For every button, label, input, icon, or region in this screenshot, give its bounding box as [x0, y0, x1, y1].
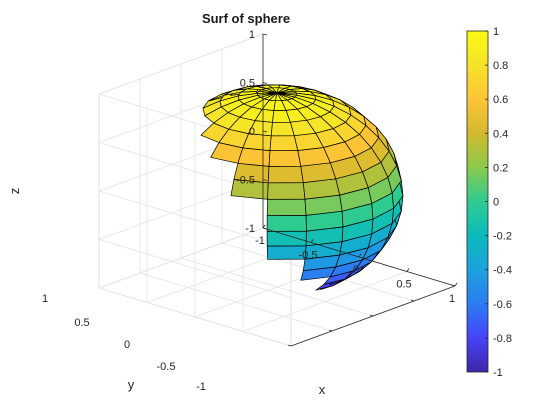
y-axis-label: y [128, 377, 135, 392]
x-tick-label: -0.5 [299, 250, 318, 262]
z-axis-label: z [7, 188, 22, 195]
x-tick-mark [406, 268, 410, 272]
colorbar-tick-label: 0.8 [493, 60, 508, 72]
x-tick-label: 1 [449, 293, 455, 305]
surface-patch [266, 230, 307, 247]
x-tick-mark [454, 282, 458, 287]
colorbar-tick-label: 0.6 [493, 94, 508, 106]
x-tick-label: 0 [353, 264, 359, 276]
y-tick-label: -0.5 [157, 361, 176, 373]
colorbar-tick-label: 0.4 [493, 128, 508, 140]
grid-line [242, 271, 408, 332]
y-tick-mark [451, 284, 456, 287]
z-tick-mark [262, 227, 268, 230]
colorbar-tick-label: 0 [493, 197, 499, 209]
colorbar-tick-label: -0.8 [493, 333, 512, 345]
surface-patch [375, 126, 390, 152]
surface-patch [237, 147, 271, 167]
x-tick-label: 0.5 [396, 279, 411, 291]
chart-title: Surf of sphere [202, 11, 290, 26]
colorbar-tick-label: 1 [493, 26, 499, 38]
z-tick-mark [262, 179, 268, 181]
x-tick-mark [262, 224, 266, 229]
x-axis-label: x [319, 382, 326, 397]
colorbar-tick-label: -0.2 [493, 231, 512, 243]
colorbar-tick-label: 0.2 [493, 162, 508, 174]
z-tick-label: -0.5 [236, 175, 255, 187]
colorbar-gradient [466, 30, 489, 373]
x-tick-mark [358, 253, 362, 258]
z-tick-label: 0 [249, 126, 255, 138]
z-tick-mark [262, 82, 268, 84]
y-tick-mark [410, 299, 415, 302]
grid-line [98, 33, 264, 95]
z-tick-label: -1 [245, 223, 255, 235]
sphere-surface [200, 84, 404, 291]
surface-patch [266, 215, 307, 232]
surface-patch [268, 150, 302, 167]
y-tick-label: 1 [42, 293, 48, 305]
axis-ticks: -1 -0.5 0 0.5 1 -1 -0.5 0 0.5 1 -1 -0.5 0 0.5 1 [42, 29, 458, 393]
colorbar-tick-label: -1 [493, 367, 503, 379]
colorbar: 1 0.8 0.6 0.4 0.2 0 -0.2 -0.4 -0.6 -0.8 -1 [466, 26, 512, 379]
z-tick-mark [262, 33, 268, 36]
y-tick-label: 0 [124, 339, 130, 351]
colorbar-tick-label: -0.4 [493, 265, 512, 277]
x-tick-mark [310, 239, 314, 243]
y-tick-label: 0.5 [74, 317, 89, 329]
x-tick-label: -1 [255, 235, 265, 247]
surface-patch [267, 165, 304, 184]
colorbar-tick-label: -0.6 [493, 299, 512, 311]
z-tick-label: 0.5 [240, 78, 255, 90]
surface-patch [267, 182, 306, 200]
y-tick-label: -1 [196, 381, 206, 393]
grid-line [98, 287, 292, 347]
z-tick-label: 1 [249, 29, 255, 41]
surface-patch [269, 135, 299, 151]
surface-patch [266, 198, 307, 216]
y-tick-mark [287, 344, 292, 347]
grid-line [180, 257, 374, 317]
z-tick-mark [262, 130, 268, 133]
y-tick-mark [369, 314, 374, 317]
grid-line [139, 272, 333, 332]
y-tick-mark [328, 329, 333, 332]
